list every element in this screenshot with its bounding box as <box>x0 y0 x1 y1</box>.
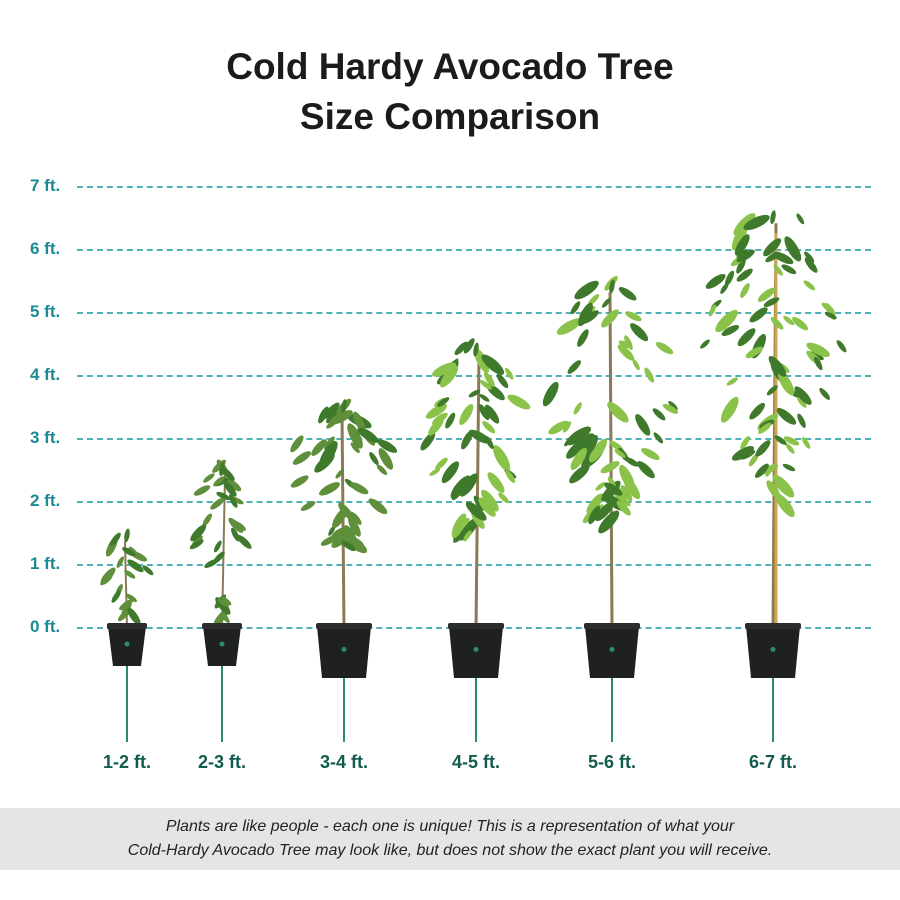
plant-pot <box>317 626 371 678</box>
foliage <box>420 338 531 543</box>
plant-pot <box>585 626 639 678</box>
pot-marker <box>219 641 225 647</box>
pot-marker <box>473 646 479 652</box>
plant-pot <box>449 626 503 678</box>
y-tick-label: 5 ft. <box>30 302 61 321</box>
foliage <box>290 398 398 554</box>
y-tick-label: 3 ft. <box>30 428 61 447</box>
y-tick-label: 6 ft. <box>30 239 61 258</box>
pot-marker <box>609 646 615 652</box>
pot-marker <box>770 646 776 652</box>
foliage <box>542 275 679 534</box>
plant-5 <box>542 275 679 742</box>
pot-rim <box>584 623 640 629</box>
disclaimer-banner: Plants are like people - each one is uni… <box>0 808 900 870</box>
pot-rim <box>448 623 504 629</box>
gridline <box>77 249 871 251</box>
size-label: 4-5 ft. <box>451 752 500 772</box>
y-tick-label: 2 ft. <box>30 491 61 510</box>
trunk <box>608 292 614 630</box>
foliage <box>189 459 252 626</box>
page-title: Cold Hardy Avocado Tree Size Comparison <box>0 42 900 142</box>
gridline <box>77 312 871 314</box>
plant-4 <box>420 338 531 742</box>
size-label: 2-3 ft. <box>197 752 246 772</box>
trunk <box>474 355 481 630</box>
foliage <box>100 528 154 625</box>
plant-1 <box>100 528 154 742</box>
gridline <box>77 501 871 503</box>
size-label: 1-2 ft. <box>102 752 151 772</box>
y-tick-label: 0 ft. <box>30 617 61 636</box>
gridline <box>77 438 871 440</box>
pot-marker <box>341 646 347 652</box>
plant-2 <box>189 459 252 742</box>
gridline <box>77 564 871 566</box>
pot-rim <box>107 623 147 629</box>
title-line-2: Size Comparison <box>299 96 601 137</box>
plant-pot <box>746 626 800 678</box>
plant-6 <box>700 210 847 742</box>
pot-rim <box>316 623 372 629</box>
size-label: 5-6 ft. <box>587 752 636 772</box>
gridline <box>77 375 871 377</box>
y-tick-label: 7 ft. <box>30 176 61 195</box>
pot-rim <box>202 623 242 629</box>
title-line-1: Cold Hardy Avocado Tree <box>226 46 674 87</box>
foliage <box>700 210 847 518</box>
size-label: 3-4 ft. <box>319 752 368 772</box>
gridline <box>77 186 871 188</box>
y-tick-label: 1 ft. <box>30 554 61 573</box>
size-label: 6-7 ft. <box>748 752 797 772</box>
plant-3 <box>290 398 398 742</box>
pot-marker <box>124 641 130 647</box>
y-tick-label: 4 ft. <box>30 365 61 384</box>
disclaimer-line-1: Plants are like people - each one is uni… <box>165 818 735 835</box>
disclaimer-line-2: Cold-Hardy Avocado Tree may look like, b… <box>127 842 773 859</box>
pot-rim <box>745 623 801 629</box>
